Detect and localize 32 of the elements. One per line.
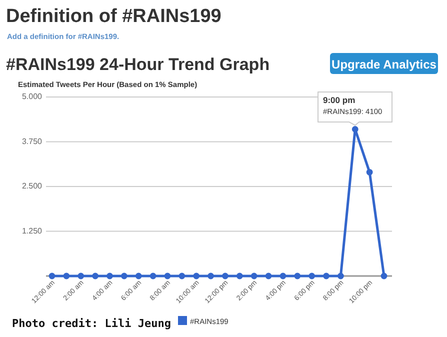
point (250, 272, 258, 280)
point (208, 272, 214, 280)
y-tick-label: 5.000 (22, 92, 43, 102)
point (150, 272, 156, 280)
y-tick-label: 3.750 (22, 136, 43, 146)
point (308, 272, 316, 280)
y-tick-label: 2.500 (22, 182, 43, 191)
y-tick-label: 1.250 (22, 226, 43, 236)
text: #RAINs199 24-Hour Trend Graph (6, 55, 270, 74)
point (236, 272, 243, 280)
point (323, 272, 330, 280)
point (48, 272, 56, 280)
point (352, 126, 358, 132)
point (164, 272, 171, 280)
text: Photo credit: Lili Jeung (12, 317, 171, 330)
upgrade-button: Upgrade Analytics (330, 53, 438, 74)
point (280, 272, 286, 280)
point (63, 272, 70, 280)
point (106, 272, 113, 280)
point (92, 272, 99, 280)
point (380, 272, 388, 280)
point (120, 272, 128, 280)
point (265, 272, 272, 280)
point (193, 272, 200, 280)
point (222, 272, 228, 280)
chart-title: Definition of #RAINs199 (6, 6, 222, 27)
point (294, 272, 301, 280)
point (78, 272, 84, 280)
point (337, 272, 344, 280)
point (135, 272, 142, 280)
point (178, 272, 186, 280)
point (366, 168, 373, 176)
